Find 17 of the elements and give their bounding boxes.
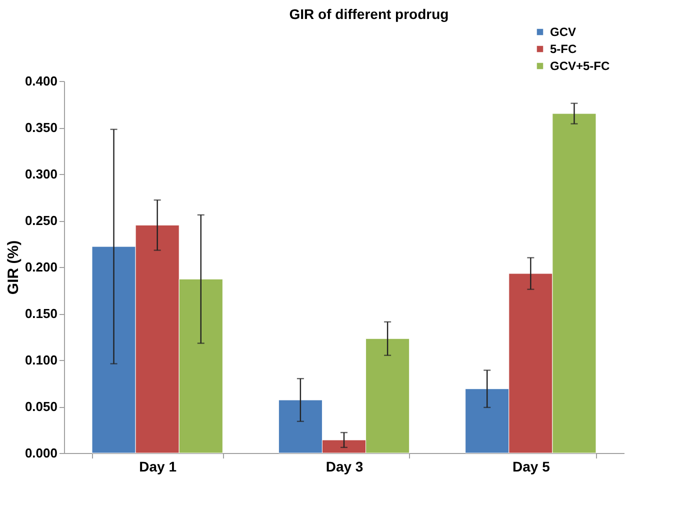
y-tick-label: 0.300 [24, 166, 58, 182]
x-tick-label: Day 5 [512, 458, 550, 474]
y-tick-label: 0.250 [24, 213, 58, 228]
y-axis-title: GIR (%) [4, 240, 22, 295]
x-tick-label: Day 1 [139, 458, 177, 474]
y-tick-label: 0.000 [24, 446, 58, 460]
y-tick-label: 0.150 [24, 306, 58, 321]
y-tick-label: 0.400 [24, 74, 58, 88]
y-tick-label: 0.200 [24, 260, 58, 274]
legend-label: 5-FC [550, 42, 577, 56]
chart-title: GIR of different prodrug [289, 6, 449, 22]
x-tick-label: Day 3 [326, 458, 364, 474]
y-tick-label: 0.350 [24, 120, 58, 135]
legend-label: GCV [550, 25, 576, 39]
y-tick-label: 0.100 [24, 352, 58, 368]
legend-label: GCV+5-FC [550, 59, 610, 73]
y-tick-label: 0.050 [24, 399, 58, 414]
